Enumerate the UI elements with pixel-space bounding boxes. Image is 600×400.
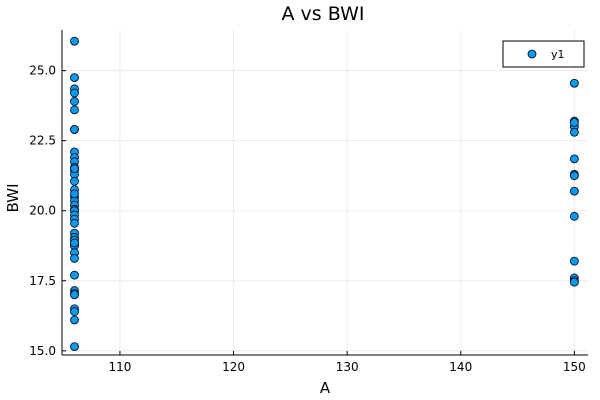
data-point [569,78,579,88]
data-point [569,256,579,266]
data-point [70,125,79,134]
data-point [70,36,79,46]
y-tick-label: 25.0 [29,64,56,78]
y-tick-label: 22.5 [29,134,56,148]
data-point [70,88,79,98]
data-point [569,154,579,164]
x-axis-label: A [320,379,331,397]
y-tick-label: 17.5 [29,274,56,288]
data-point [569,211,579,221]
data-point [70,307,79,316]
data-point [70,176,79,186]
data-point [70,218,79,228]
y-axis-label: BWI [4,183,22,212]
x-tick-label: 110 [108,360,131,374]
data-point [70,270,79,280]
data-point [70,315,79,325]
data-point [70,105,79,115]
x-tick-label: 140 [449,360,472,374]
data-point [70,97,79,106]
data-point [70,253,79,263]
chart-title: A vs BWI [282,3,365,25]
data-point [569,186,579,196]
x-tick-label: 120 [222,360,245,374]
legend-marker [527,49,537,59]
data-point [70,290,79,300]
legend-box [502,40,585,68]
data-point [569,171,579,181]
grid [62,30,588,355]
data-point [569,127,579,137]
data-point [70,238,79,248]
x-tick-label: 130 [336,360,359,374]
axes: 110 120 130 140 150 15.0 17.5 20.0 22.5 25.0 [29,30,588,374]
x-tick-label: 150 [563,360,586,374]
data-point [70,189,79,199]
y-tick-label: 20.0 [29,204,56,218]
data-point [70,73,79,83]
data-point [70,164,79,174]
data-point [70,342,79,351]
legend: y1 [502,40,585,68]
data-points [70,36,579,351]
data-point [569,277,579,287]
data-point [569,118,579,127]
y-tick-label: 15.0 [29,344,56,358]
legend-label: y1 [551,48,565,61]
